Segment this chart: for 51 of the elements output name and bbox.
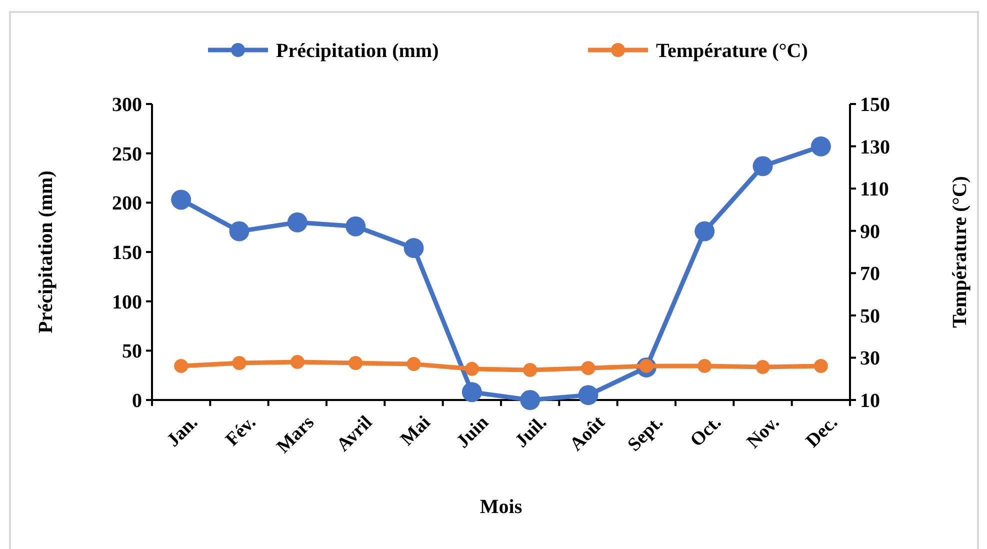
legend-label: Précipitation (mm) bbox=[276, 40, 439, 62]
y-axis-title: Précipitation (mm) bbox=[35, 170, 57, 334]
point bbox=[174, 358, 188, 373]
y-tick-label: 50 bbox=[122, 340, 142, 363]
y2-tick-label: 70 bbox=[860, 263, 880, 286]
x-tick-label: Oct. bbox=[686, 412, 726, 452]
y2-tick-label: 50 bbox=[860, 305, 880, 328]
x-tick-label: Sept. bbox=[624, 412, 668, 456]
x-tick-label: Jan. bbox=[162, 412, 202, 452]
y2-tick-label: 150 bbox=[860, 94, 890, 116]
point bbox=[523, 362, 538, 377]
x-tick-label: Juin bbox=[452, 412, 494, 452]
y-tick-label: 300 bbox=[112, 94, 142, 116]
y2-tick-label: 30 bbox=[860, 348, 880, 370]
point bbox=[348, 356, 363, 370]
point bbox=[520, 390, 540, 410]
point bbox=[578, 385, 598, 406]
legend-label: Température (°C) bbox=[656, 40, 808, 62]
y2-tick-label: 90 bbox=[860, 220, 880, 243]
y-tick-label: 200 bbox=[112, 192, 142, 215]
point bbox=[581, 361, 596, 376]
point bbox=[287, 212, 308, 232]
x-tick-label: Mai bbox=[396, 412, 435, 450]
y2-tick-label: 10 bbox=[860, 390, 880, 412]
point bbox=[404, 238, 424, 258]
x-tick-label: Fév. bbox=[222, 412, 260, 450]
y-tick-label: 150 bbox=[112, 242, 142, 264]
y-tick-label: 0 bbox=[132, 390, 142, 412]
point bbox=[406, 357, 421, 372]
x-tick-label: Dec. bbox=[802, 412, 842, 452]
x-tick-label: Juil. bbox=[511, 412, 552, 452]
point bbox=[229, 221, 250, 242]
point bbox=[752, 156, 773, 176]
y2-axis-title: Température (°C) bbox=[949, 176, 971, 328]
point bbox=[464, 362, 479, 376]
point bbox=[462, 382, 482, 402]
point bbox=[171, 190, 192, 210]
point bbox=[346, 216, 366, 236]
y-tick-label: 250 bbox=[112, 143, 142, 166]
x-tick-label: Nov. bbox=[743, 412, 784, 453]
point bbox=[698, 358, 712, 373]
point bbox=[810, 136, 831, 156]
point bbox=[756, 360, 770, 374]
y2-tick-label: 110 bbox=[860, 178, 889, 201]
y-tick-label: 100 bbox=[112, 291, 142, 314]
point bbox=[814, 358, 828, 373]
x-axis-title: Mois bbox=[480, 496, 522, 518]
point bbox=[290, 354, 304, 369]
point bbox=[694, 221, 715, 242]
point bbox=[232, 356, 246, 370]
y2-tick-label: 130 bbox=[860, 136, 890, 158]
